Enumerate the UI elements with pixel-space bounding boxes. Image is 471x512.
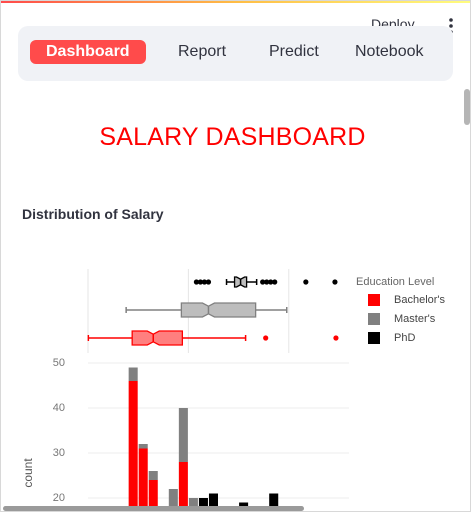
legend-swatch xyxy=(368,294,380,306)
outlier xyxy=(201,279,208,285)
box xyxy=(131,330,184,346)
outlier xyxy=(197,279,204,285)
histogram-bar xyxy=(168,489,178,506)
chart: 20 30 40 50 count Education Level Bachelor's Ma… xyxy=(21,269,446,506)
outlier xyxy=(263,335,269,341)
horizontal-scrollbar[interactable] xyxy=(3,506,304,511)
y-tick-label: 30 xyxy=(53,447,65,459)
outlier xyxy=(264,279,270,285)
vertical-scrollbar[interactable] xyxy=(464,89,470,125)
histogram-bar xyxy=(208,493,218,506)
histogram-bar xyxy=(128,367,138,381)
histogram-bar xyxy=(198,498,208,506)
histogram-bar xyxy=(128,381,138,506)
nav-tab[interactable]: Report xyxy=(178,43,227,60)
outlier xyxy=(333,335,339,341)
histogram-bar xyxy=(138,444,148,449)
y-tick-label: 40 xyxy=(53,402,65,414)
legend-label: Bachelor's xyxy=(394,294,446,306)
outlier xyxy=(303,279,309,285)
outlier xyxy=(205,279,212,285)
top-bar xyxy=(1,1,470,3)
outlier xyxy=(332,279,338,285)
histogram-bar xyxy=(269,493,279,506)
outlier xyxy=(260,279,266,285)
legend-swatch xyxy=(368,332,380,344)
outlier xyxy=(272,279,278,285)
y-tick-label: 50 xyxy=(53,357,65,369)
legend-swatch xyxy=(368,313,380,325)
outlier xyxy=(193,279,200,285)
section-title: Distribution of Salary xyxy=(22,206,164,222)
histogram-bar xyxy=(239,502,249,506)
nav-tab[interactable]: Predict xyxy=(269,43,319,60)
histogram-bar xyxy=(138,448,148,506)
y-axis-label: count xyxy=(21,458,35,488)
legend-label: Master's xyxy=(394,313,436,325)
histogram-bar xyxy=(178,408,188,462)
histogram-bar xyxy=(148,471,158,480)
histogram-bar xyxy=(188,498,198,506)
box xyxy=(180,302,257,318)
legend-title: Education Level xyxy=(356,276,434,288)
legend-label: PhD xyxy=(394,332,415,344)
page-title: SALARY DASHBOARD xyxy=(99,123,366,151)
y-tick-label: 20 xyxy=(53,492,65,504)
nav-tab[interactable]: Notebook xyxy=(355,43,424,60)
outlier xyxy=(268,279,274,285)
histogram-bar xyxy=(178,462,188,506)
histogram-bar xyxy=(148,480,158,506)
nav-tab[interactable]: Dashboard xyxy=(30,40,146,64)
